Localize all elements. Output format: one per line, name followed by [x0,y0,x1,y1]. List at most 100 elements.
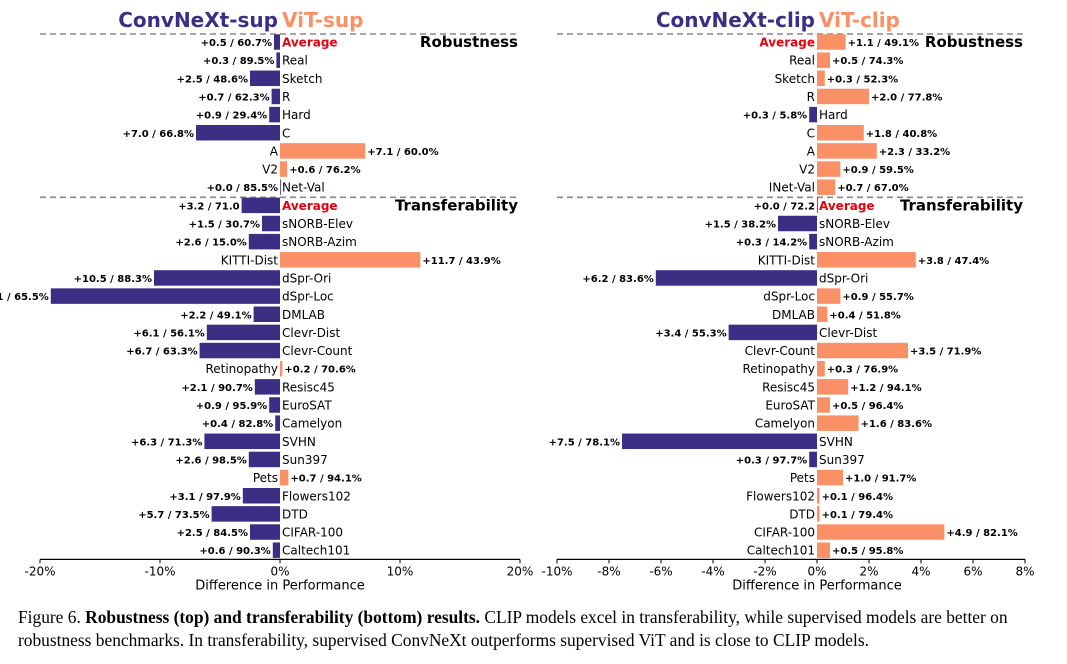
bar [817,88,869,105]
data-label: +2.2 / 49.1% [180,310,251,321]
x-tick-label: -4% [701,564,724,578]
section-heading: Transferability [900,196,1023,214]
data-label: +1.6 / 83.6% [861,419,932,430]
category-label: Sun397 [819,453,865,467]
category-label: Hard [282,108,311,122]
data-label: +0.2 / 70.6% [284,365,355,376]
bar [817,397,830,413]
data-label: +0.9 / 59.5% [842,165,913,176]
bar [280,360,283,377]
title-right: ViT-sup [282,8,363,32]
category-label: CIFAR-100 [282,526,343,540]
data-label: +0.6 / 90.3% [199,546,270,557]
caption-text: CLIP models excel in transferability, wh… [18,607,1008,650]
x-tick-label: -8% [597,564,620,578]
data-label: +3.2 / 71.0 [178,201,239,212]
data-label: +1.8 / 40.8% [866,129,937,140]
data-label: +2.6 / 15.0% [175,238,246,249]
x-tick-label: -10% [541,564,572,578]
data-label: +6.2 / 83.6% [582,274,653,285]
data-label: +0.6 / 76.2% [289,165,360,176]
section-heading: Robustness [420,33,518,51]
category-label: A [270,144,279,158]
category-label: Flowers102 [746,489,815,503]
category-label: Camelyon [755,417,815,431]
bar [280,252,421,268]
bar [622,433,817,450]
bar [242,488,280,504]
data-label: +0.1 / 96.4% [822,492,893,503]
bar [248,233,280,250]
bar [817,415,859,431]
bar [817,288,841,304]
category-label: DTD [282,507,308,521]
bar [196,125,280,141]
data-label: +0.3 / 89.5% [203,56,274,67]
data-label: +7.1 / 60.0% [367,147,438,158]
data-label: +1.0 / 91.7% [845,474,916,485]
data-label: +2.5 / 84.5% [177,528,248,539]
data-label: +1.1 / 49.1% [848,38,919,49]
data-label: +3.1 / 97.9% [169,492,240,503]
data-label: +0.5 / 74.3% [832,56,903,67]
bar [280,161,288,177]
category-label: INet-Val [769,181,815,195]
bar [154,270,280,286]
data-label: +0.4 / 82.8% [202,419,273,430]
data-label: +0.9 / 29.4% [196,111,267,122]
chart-panel-clip: ConvNeXt-clip ViT-clip Robustness Average +1… [541,8,1034,593]
data-label: +2.1 / 90.7% [181,383,252,394]
bar [817,70,825,87]
data-label: +0.9 / 55.7% [842,292,913,303]
section-heading: Robustness [925,33,1023,51]
category-label: Sun397 [282,453,328,467]
category-label: EuroSAT [765,399,815,413]
data-label: +0.3 / 97.7% [736,455,807,466]
x-tick-label: 0% [807,564,826,578]
bar [817,161,841,177]
category-label: KITTI-Dist [758,253,816,267]
category-label: Average [282,199,338,213]
category-label: DMLAB [772,308,815,322]
category-label: Caltech101 [747,544,815,558]
category-label: Clevr-Count [745,344,816,358]
category-label: Resisc45 [282,380,335,394]
x-tick-label: 6% [963,564,982,578]
bar [272,542,280,558]
bar [280,143,366,159]
category-label: R [282,90,290,104]
data-label: +1.5 / 38.2% [705,220,776,231]
bar [204,433,280,450]
bar [817,34,846,50]
bar [817,360,825,377]
data-label: +0.3 / 52.3% [827,74,898,85]
bar [817,143,877,159]
category-label: R [807,90,815,104]
x-tick-label: 2% [859,564,878,578]
x-tick-label: -20% [24,564,55,578]
figure-caption: Figure 6. Robustness (top) and transfera… [18,606,1058,652]
bar [817,197,818,214]
data-label: +2.6 / 98.5% [175,455,246,466]
category-label: dSpr-Ori [819,271,868,285]
data-label: +0.3 / 76.9% [827,365,898,376]
bar [241,197,280,214]
data-label: +0.3 / 14.2% [736,238,807,249]
x-tick-label: -10% [144,564,175,578]
data-label: +6.3 / 71.3% [131,437,202,448]
bar [274,34,280,50]
category-label: Net-Val [282,181,325,195]
data-label: +0.7 / 94.1% [290,474,361,485]
bar [269,397,280,413]
category-label: Average [759,36,815,50]
bar [248,451,280,468]
bar [817,342,908,359]
category-label: Real [789,54,815,68]
category-label: DTD [789,507,815,521]
bar [817,379,849,395]
category-label: sNORB-Azim [819,235,894,249]
category-label: Clevr-Dist [819,326,878,340]
category-label: Average [819,199,875,213]
bar [817,469,843,486]
x-tick-label: -6% [649,564,672,578]
